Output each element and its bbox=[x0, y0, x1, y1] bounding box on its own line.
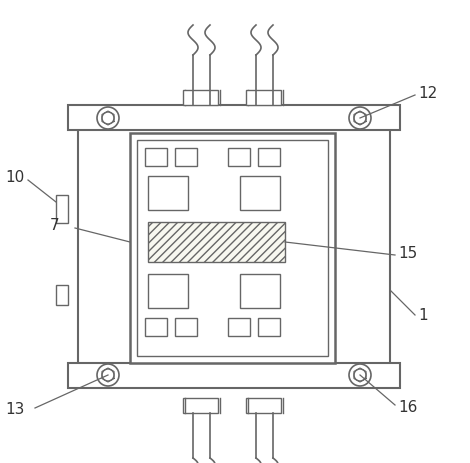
Bar bbox=[130, 133, 335, 363]
Bar bbox=[175, 318, 197, 336]
Text: 16: 16 bbox=[398, 400, 417, 415]
Bar bbox=[258, 148, 280, 166]
Circle shape bbox=[349, 107, 371, 129]
Bar bbox=[228, 148, 250, 166]
Text: 13: 13 bbox=[5, 402, 24, 418]
Bar bbox=[240, 274, 280, 308]
Bar bbox=[246, 398, 281, 413]
Circle shape bbox=[102, 112, 114, 124]
Bar bbox=[78, 110, 390, 368]
Bar bbox=[68, 105, 400, 130]
Bar bbox=[148, 222, 285, 262]
Text: 7: 7 bbox=[50, 219, 60, 233]
Bar bbox=[56, 285, 68, 305]
Text: 10: 10 bbox=[5, 170, 24, 186]
Text: 15: 15 bbox=[398, 246, 417, 262]
Bar bbox=[56, 195, 68, 223]
Circle shape bbox=[102, 369, 114, 381]
Bar bbox=[68, 363, 400, 388]
Bar bbox=[246, 90, 281, 105]
Circle shape bbox=[354, 112, 366, 124]
Text: 12: 12 bbox=[418, 87, 437, 101]
Bar bbox=[148, 176, 188, 210]
Circle shape bbox=[349, 364, 371, 386]
Bar bbox=[145, 148, 167, 166]
Circle shape bbox=[354, 369, 366, 381]
Bar bbox=[183, 398, 218, 413]
Bar bbox=[240, 176, 280, 210]
Circle shape bbox=[97, 107, 119, 129]
Bar bbox=[175, 148, 197, 166]
Bar bbox=[258, 318, 280, 336]
Bar bbox=[148, 274, 188, 308]
Circle shape bbox=[97, 364, 119, 386]
Bar bbox=[183, 90, 218, 105]
Text: 1: 1 bbox=[418, 307, 428, 323]
Bar bbox=[137, 140, 328, 356]
Bar bbox=[145, 318, 167, 336]
Bar bbox=[228, 318, 250, 336]
